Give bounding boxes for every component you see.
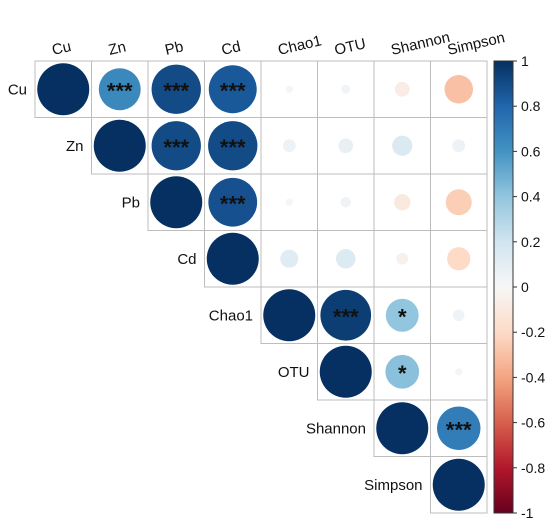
colorbar-tick-label: -0.6 (521, 415, 545, 431)
correlation-circle (280, 249, 299, 268)
correlation-circle (447, 247, 471, 271)
correlation-circle (437, 406, 481, 450)
correlation-circle (37, 63, 90, 116)
correlation-circle (263, 289, 316, 342)
column-label: Shannon (389, 29, 451, 59)
row-label: Simpson (364, 477, 422, 494)
row-label: OTU (278, 364, 310, 381)
column-label: Cu (50, 38, 73, 59)
significance-label: *** (333, 304, 359, 329)
correlation-circle (376, 402, 429, 455)
column-label: Cd (220, 38, 243, 59)
correlation-circle (455, 368, 463, 376)
significance-label: * (398, 361, 407, 386)
column-label: Chao1 (276, 32, 323, 59)
row-label: Zn (66, 138, 84, 155)
correlation-circle (452, 309, 465, 322)
correlation-circle (206, 232, 259, 285)
grid-cell (430, 456, 488, 514)
colorbar-gradient (493, 60, 514, 514)
column-label: Pb (163, 38, 185, 59)
colorbar-tick-label: 1 (521, 53, 529, 69)
correlation-circle (394, 81, 410, 97)
colorbar-tick-label: 0 (521, 279, 529, 295)
correlation-circle (93, 119, 146, 172)
correlation-circle (282, 139, 296, 153)
colorbar-tick-label: 0.6 (521, 143, 541, 159)
grid-lines (34, 60, 488, 514)
correlation-circle (396, 252, 409, 265)
colorbar-tick-label: 0.4 (521, 189, 541, 205)
significance-label: *** (446, 417, 472, 442)
column-label: Zn (107, 38, 128, 59)
correlation-circle (385, 354, 420, 389)
correlation-circle (432, 458, 485, 511)
correlation-circle (208, 121, 258, 171)
row-label: Chao1 (209, 307, 253, 324)
significance-label: *** (220, 191, 246, 216)
row-label: Cd (177, 251, 196, 268)
correlation-circle (394, 194, 411, 211)
colorbar-tick-label: -1 (521, 505, 534, 521)
column-label: OTU (333, 35, 368, 59)
correlation-circle (445, 189, 472, 216)
correlation-circle (150, 176, 203, 229)
significance-label: *** (220, 78, 246, 103)
significance-label: *** (220, 135, 246, 160)
row-label: Cu (8, 81, 27, 98)
correlation-circle (151, 64, 201, 114)
row-label: Shannon (306, 420, 366, 437)
correlation-circle (385, 298, 419, 332)
colorbar-tick-label: -0.4 (521, 369, 545, 385)
significance-label: *** (107, 78, 133, 103)
row-label: Pb (122, 194, 140, 211)
colorbar-tick-label: 0.8 (521, 98, 541, 114)
significance-label: * (398, 304, 407, 329)
correlation-circle (285, 198, 293, 206)
correlation-circle (320, 289, 372, 341)
colorbar-tick-label: -0.8 (521, 460, 545, 476)
colorbar-tick-label: -0.2 (521, 324, 545, 340)
colorbar: 1 0.8 0.6 0.4 0.2 0 -0.2 -0.4 -0.6 -0.8 -1 (493, 53, 545, 521)
colorbar-tick-label: 0.2 (521, 234, 541, 250)
correlation-cells: *** *** ****** ********* ***** (37, 63, 485, 511)
correlation-circle (208, 65, 257, 114)
correlation-circle (338, 138, 354, 154)
correlation-circle (341, 84, 351, 94)
significance-label: *** (163, 78, 189, 103)
column-label: Simpson (446, 29, 507, 59)
correlation-circle (319, 345, 372, 398)
correlation-circle (392, 135, 413, 156)
significance-label: *** (163, 135, 189, 160)
correlation-circle (336, 249, 356, 269)
correlation-circle (208, 177, 258, 227)
correlation-circle (285, 85, 293, 93)
correlation-circle (151, 121, 201, 171)
correlation-circle (340, 197, 351, 208)
correlation-circle (452, 139, 466, 153)
correlation-circle (98, 68, 141, 111)
correlation-circle (444, 75, 473, 104)
